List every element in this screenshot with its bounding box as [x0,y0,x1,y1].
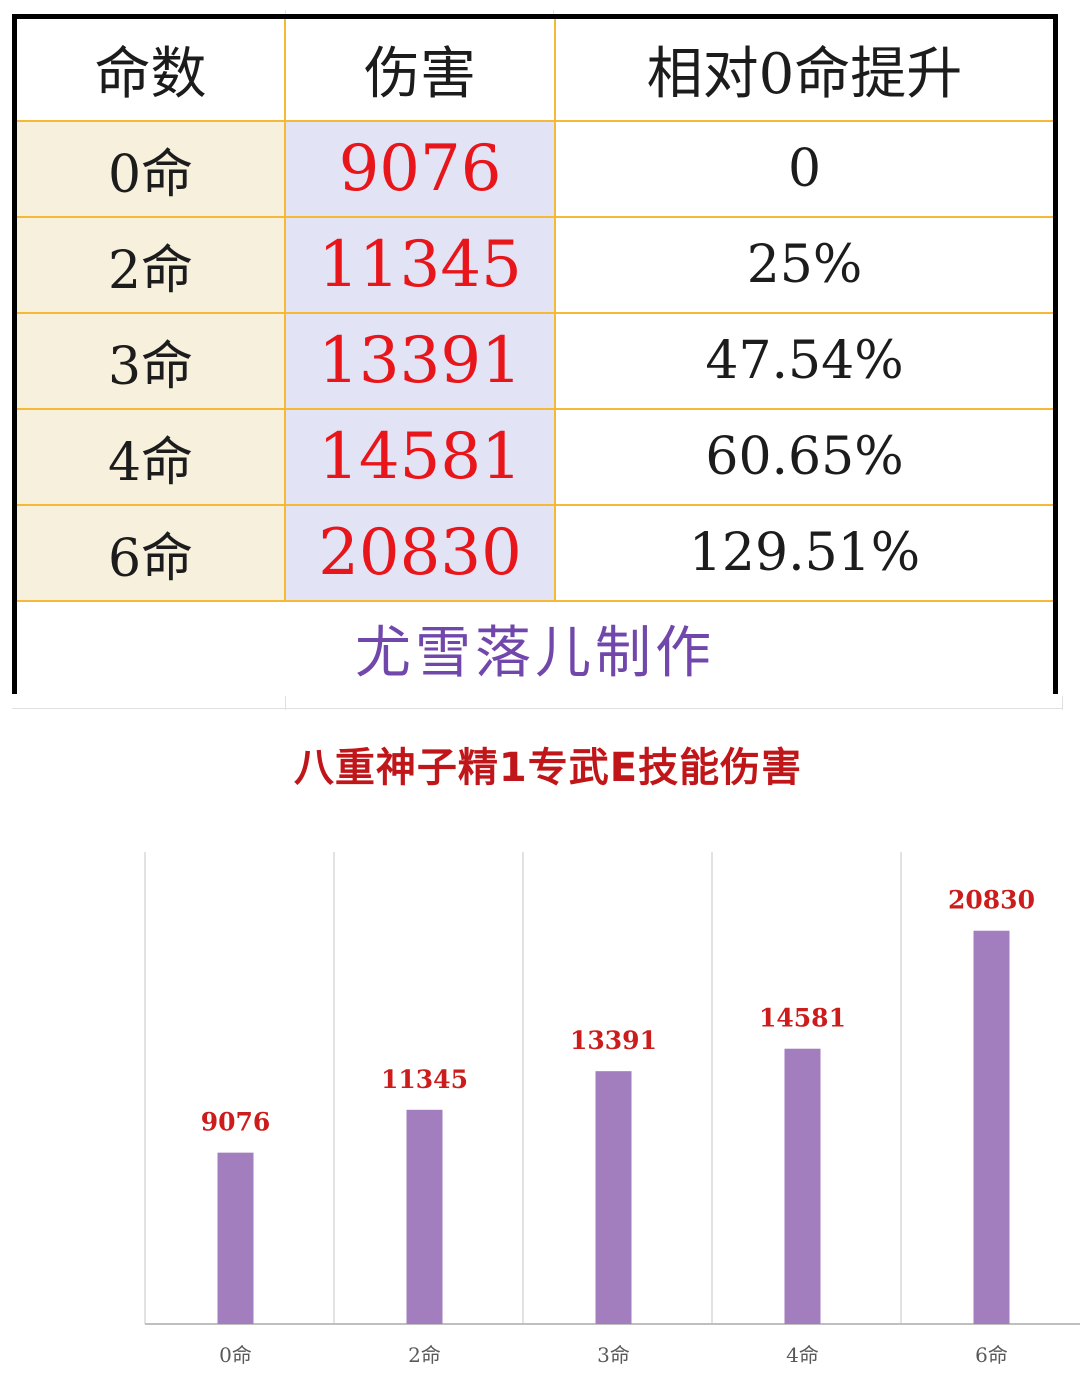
table-footer-row: 尤雪落儿制作 [17,600,1053,694]
header-constellation: 命数 [17,19,286,122]
constellation-cell: 6命 [17,504,286,602]
table-header-row: 命数 伤害 相对0命提升 [17,19,1053,122]
sheet-gridline [553,10,554,16]
x-tick-label: 4命 [786,1343,819,1367]
damage-cell: 14581 [284,408,556,506]
data-label: 14581 [759,1004,846,1033]
damage-cell: 11345 [284,216,556,314]
header-damage: 伤害 [284,19,556,122]
increase-cell: 47.54% [554,312,1053,410]
damage-cell: 20830 [284,504,556,602]
bar [784,1048,821,1324]
bar [595,1071,632,1324]
damage-cell: 13391 [284,312,556,410]
increase-cell: 129.51% [554,504,1053,602]
constellation-damage-table: 命数 伤害 相对0命提升 0命 9076 0 2命 11345 25% 3命 1… [12,14,1058,694]
chart-title: 八重神子精1专武E技能伤害 [293,745,803,791]
table-row: 0命 9076 0 [17,120,1053,218]
author-credit: 尤雪落儿制作 [17,600,1053,694]
constellation-cell: 0命 [17,120,286,218]
table-row: 3命 13391 47.54% [17,312,1053,410]
bar [406,1109,443,1324]
increase-cell: 60.65% [554,408,1053,506]
data-label: 11345 [381,1065,468,1094]
constellation-cell: 4命 [17,408,286,506]
header-increase: 相对0命提升 [554,19,1053,122]
constellation-cell: 3命 [17,312,286,410]
sheet-gridline [285,696,286,710]
sheet-gridline [285,10,286,16]
increase-cell: 25% [554,216,1053,314]
sheet-gridline [1062,696,1063,710]
damage-cell: 9076 [284,120,556,218]
x-tick-label: 3命 [597,1343,630,1367]
x-tick-label: 0命 [219,1343,252,1367]
increase-cell: 0 [554,120,1053,218]
bar [973,930,1010,1324]
x-tick-label: 2命 [408,1343,441,1367]
table-row: 4命 14581 60.65% [17,408,1053,506]
constellation-cell: 2命 [17,216,286,314]
table-row: 2命 11345 25% [17,216,1053,314]
damage-table-grid: 命数 伤害 相对0命提升 0命 9076 0 2命 11345 25% 3命 1… [17,19,1053,694]
bar [217,1152,254,1324]
data-label: 20830 [948,886,1035,915]
data-label: 13391 [570,1026,657,1055]
sheet-gridline [12,708,1062,709]
data-label: 9076 [201,1108,271,1137]
table-row: 6命 20830 129.51% [17,504,1053,602]
x-tick-label: 6命 [975,1343,1008,1367]
